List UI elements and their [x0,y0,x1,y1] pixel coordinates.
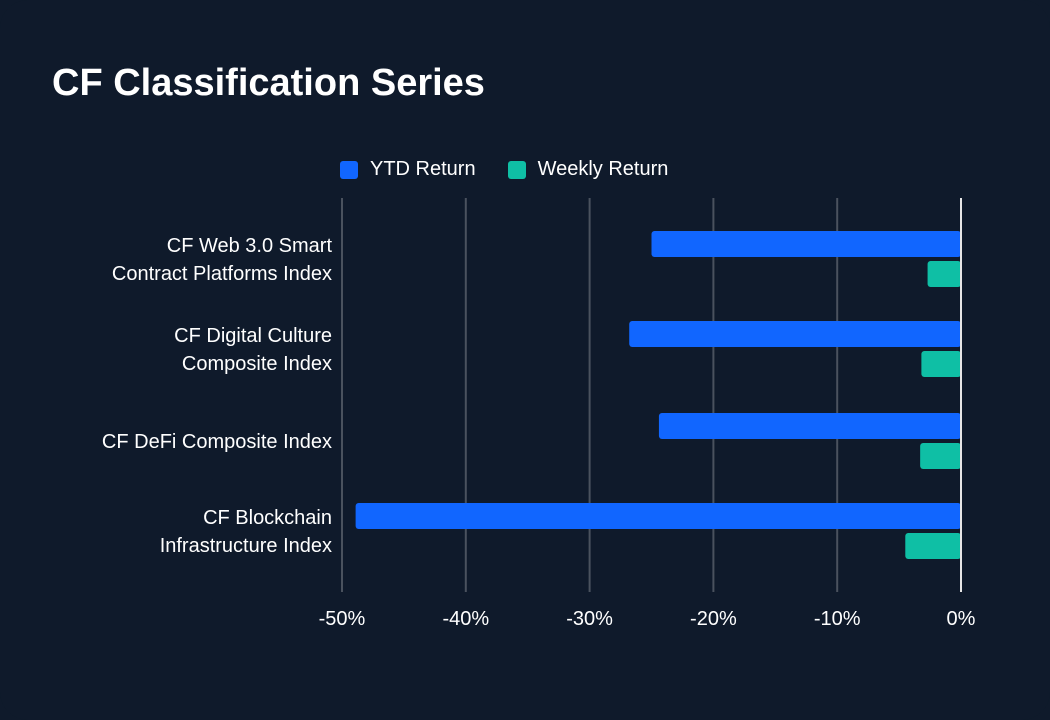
legend-item-ytd: YTD Return [340,158,476,181]
legend: YTD Return Weekly Return [340,158,700,181]
x-tick-label: -20% [690,608,737,630]
legend-item-weekly: Weekly Return [507,158,669,181]
legend-swatch-weekly [507,160,526,179]
bar-ytd [355,503,961,529]
category-label-line: CF Digital Culture [174,325,332,347]
bar-ytd [651,231,961,257]
category-label-line: Infrastructure Index [160,535,332,557]
bar-ytd [629,321,961,347]
x-tick-label: -10% [814,608,861,630]
x-tick-label: -30% [566,608,613,630]
bar-weekly [921,351,961,377]
chart-title: CF Classification Series [52,62,485,104]
category-label: CF Digital Culture Composite Index [174,325,332,375]
category-label-line: CF DeFi Composite Index [102,431,332,453]
category-label-line: Contract Platforms Index [112,263,332,285]
bar-weekly [905,533,961,559]
category-label-line: Composite Index [182,353,332,375]
legend-swatch-ytd [340,160,358,179]
x-tick-label: 0% [947,608,976,630]
bar-ytd [658,413,961,439]
legend-label-weekly: Weekly Return [537,158,669,180]
category-label-line: CF Blockchain [203,507,332,529]
category-label: CF Blockchain Infrastructure Index [160,507,332,557]
x-tick-label: -50% [319,608,366,630]
bar-weekly [920,443,961,469]
category-label: CF Web 3.0 Smart Contract Platforms Index [112,235,333,285]
x-tick-label: -40% [442,608,489,630]
category-label-line: CF Web 3.0 Smart [167,235,333,257]
bar-weekly [927,261,961,287]
legend-label-ytd: YTD Return [370,158,476,180]
category-label: CF DeFi Composite Index [102,431,332,453]
